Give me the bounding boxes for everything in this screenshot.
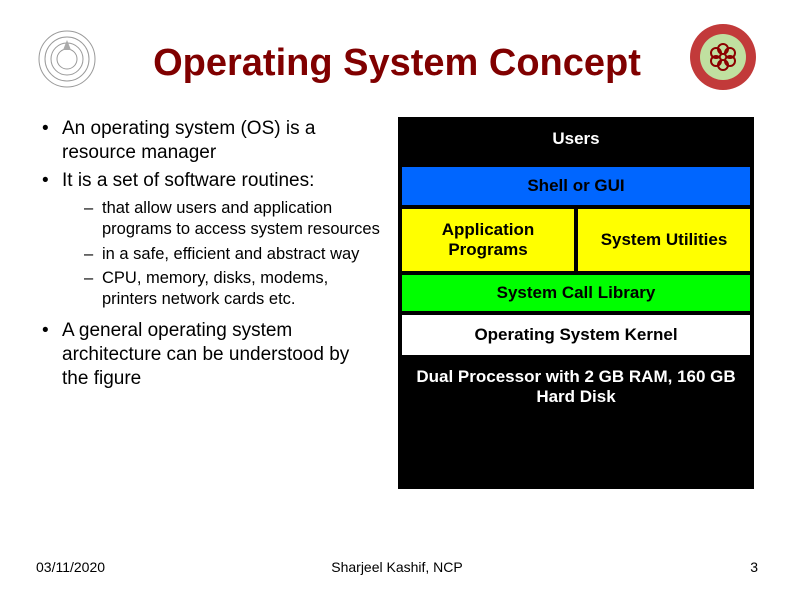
bullet-2: It is a set of software routines: that a… [40,169,380,310]
logo-left [36,28,98,90]
layer-hardware: Dual Processor with 2 GB RAM, 160 GB Har… [400,357,752,487]
layer-system-utilities: System Utilities [576,207,752,273]
bullet-2-text: It is a set of software routines: [62,170,314,191]
layer-users: Users [400,119,752,165]
os-architecture-diagram: Users Shell or GUI Application Programs … [398,117,754,489]
layer-shell: Shell or GUI [400,165,752,207]
sub-bullet-1: that allow users and application program… [84,198,380,239]
layer-kernel: Operating System Kernel [400,313,752,357]
bullet-3: A general operating system architecture … [40,319,380,390]
footer-author: Sharjeel Kashif, NCP [331,559,463,575]
footer-page: 3 [750,559,758,575]
layer-syscall: System Call Library [400,273,752,313]
layer-apps-row: Application Programs System Utilities [400,207,752,273]
sub-bullet-3: CPU, memory, disks, modems, printers net… [84,268,380,309]
bullet-1: An operating system (OS) is a resource m… [40,117,380,165]
bullet-list: An operating system (OS) is a resource m… [40,117,380,489]
layer-app-programs: Application Programs [400,207,576,273]
footer-date: 03/11/2020 [36,559,105,575]
slide-title: Operating System Concept [36,28,758,117]
slide-footer: 03/11/2020 Sharjeel Kashif, NCP 3 [36,559,758,575]
sub-bullet-2: in a safe, efficient and abstract way [84,244,380,265]
logo-right [688,22,758,92]
